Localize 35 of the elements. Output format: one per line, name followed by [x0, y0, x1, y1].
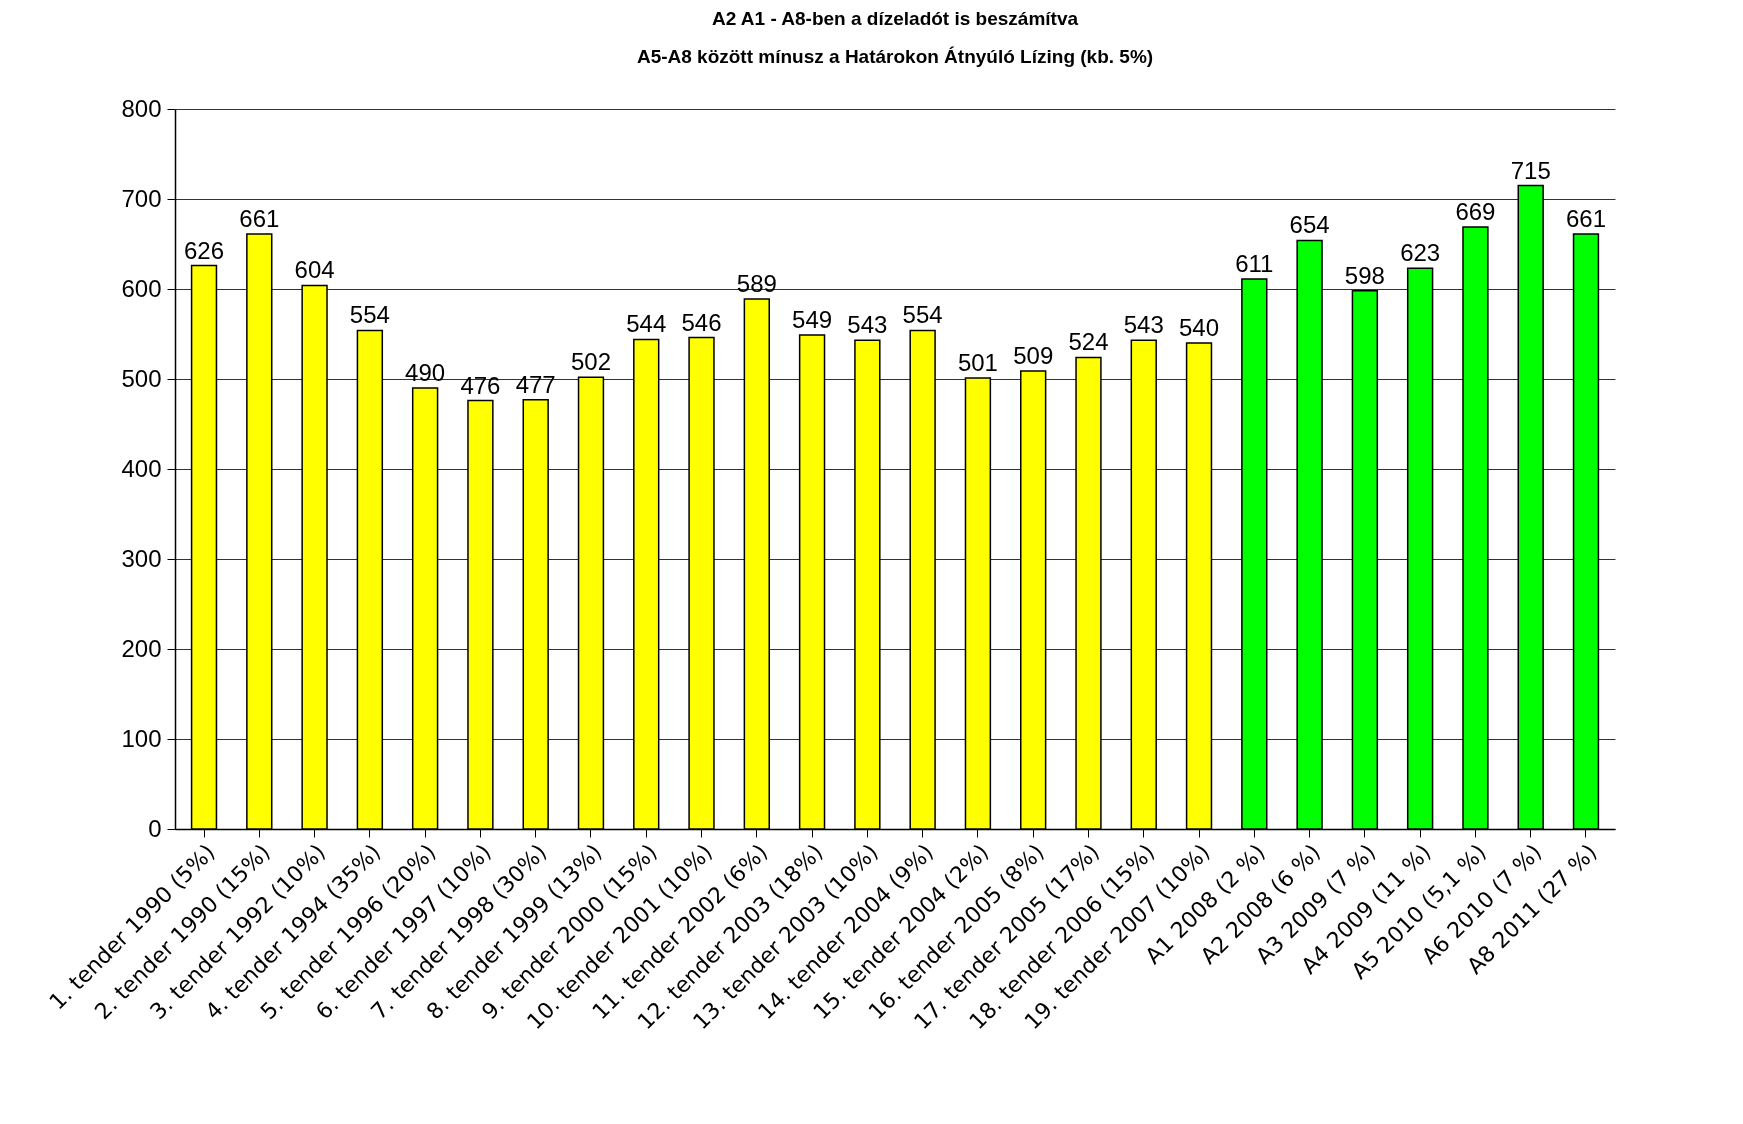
- y-tick-label: 400: [121, 454, 162, 482]
- y-tick-label: 800: [121, 94, 162, 122]
- data-label: 509: [1013, 341, 1054, 369]
- data-label: 661: [239, 205, 280, 233]
- data-label: 540: [1179, 314, 1220, 341]
- data-label: 604: [294, 256, 335, 284]
- y-tick-label: 100: [121, 724, 162, 752]
- data-label: 669: [1455, 197, 1496, 225]
- data-label: 715: [1510, 156, 1551, 184]
- y-tick-label: 300: [121, 544, 162, 572]
- data-label: 524: [1068, 328, 1109, 356]
- data-label: 598: [1344, 261, 1385, 289]
- data-label: 626: [184, 236, 225, 264]
- data-label: 502: [570, 348, 611, 376]
- y-tick-label: 700: [121, 184, 162, 212]
- data-label: 543: [847, 311, 888, 339]
- y-tick-label: 600: [121, 274, 162, 302]
- text: A2 A1 - A8-ben a dízeladót is beszámítva: [711, 8, 1079, 29]
- data-label: 543: [1123, 311, 1164, 339]
- data-label: 490: [405, 359, 446, 386]
- data-label: 476: [460, 371, 501, 399]
- text: A5-A8 között mínusz a Határokon Átnyúló Lízing (kb. 5%): [636, 46, 1154, 67]
- data-label: 501: [957, 349, 998, 377]
- y-tick-label: 200: [121, 634, 162, 662]
- data-label: 623: [1400, 239, 1441, 267]
- data-label: 654: [1289, 211, 1330, 239]
- data-label: 554: [349, 301, 390, 329]
- data-label: 546: [681, 308, 722, 336]
- y-tick-label: 0: [148, 814, 162, 842]
- data-label: 549: [792, 305, 833, 333]
- data-label: 544: [626, 310, 667, 338]
- y-tick-label: 500: [121, 364, 162, 392]
- data-label: 554: [902, 301, 943, 329]
- data-label: 661: [1565, 205, 1606, 233]
- data-label: 611: [1235, 250, 1274, 278]
